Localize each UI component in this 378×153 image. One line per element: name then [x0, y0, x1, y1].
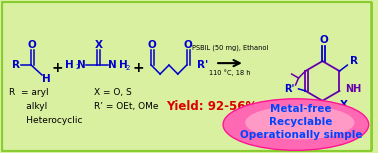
Text: R’ = OEt, OMe: R’ = OEt, OMe [94, 102, 159, 111]
Text: Recyclable: Recyclable [269, 117, 333, 127]
Text: PSBIL (50 mg), Ethanol: PSBIL (50 mg), Ethanol [192, 45, 268, 51]
Text: O: O [319, 35, 328, 45]
Text: 2: 2 [125, 65, 130, 71]
Text: R': R' [285, 84, 295, 94]
Text: +: + [133, 61, 144, 75]
Text: NH: NH [345, 84, 361, 94]
Text: 110 °C, 18 h: 110 °C, 18 h [209, 69, 251, 76]
Ellipse shape [223, 99, 369, 150]
Text: Heterocyclic: Heterocyclic [9, 116, 82, 125]
Text: H: H [119, 60, 127, 70]
Text: +: + [52, 61, 64, 75]
Text: R': R' [197, 60, 209, 70]
Text: R: R [350, 56, 358, 66]
Text: Metal-free: Metal-free [270, 104, 332, 114]
Text: N: N [320, 109, 328, 119]
Text: Operationally simple: Operationally simple [240, 131, 362, 140]
Text: Yield: 92-56%: Yield: 92-56% [167, 100, 258, 113]
Text: N: N [108, 60, 117, 70]
Text: H: H [329, 113, 336, 122]
Ellipse shape [245, 106, 355, 139]
Text: X: X [339, 100, 347, 110]
Text: O: O [183, 40, 192, 50]
Text: O: O [28, 40, 37, 50]
FancyBboxPatch shape [2, 2, 372, 151]
Text: alkyl: alkyl [9, 102, 47, 111]
Text: H: H [42, 74, 50, 84]
Text: O: O [148, 40, 156, 50]
Text: H: H [65, 60, 74, 70]
Text: N: N [77, 60, 86, 70]
Text: 2: 2 [76, 64, 81, 70]
Text: X: X [95, 40, 103, 50]
Text: R: R [12, 60, 20, 70]
Text: X = O, S: X = O, S [94, 88, 132, 97]
Text: R  = aryl: R = aryl [9, 88, 48, 97]
